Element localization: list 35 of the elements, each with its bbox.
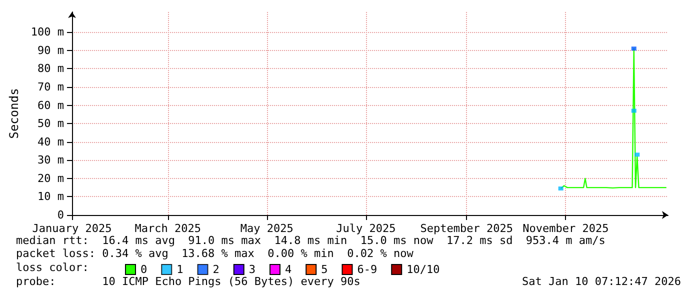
point	[631, 46, 636, 51]
legend-label: 5	[321, 263, 328, 276]
text: probe: 10 ICMP Echo Pings (56 Bytes) every 90s	[16, 275, 360, 288]
legend-label: 4	[284, 263, 292, 276]
legend-label: 10/10	[406, 263, 440, 276]
y-tick-label: 100 m	[30, 26, 64, 39]
y-axis-title: Seconds	[7, 88, 21, 139]
legend-label: 0	[140, 263, 148, 276]
y-tick-label: 20 m	[38, 172, 64, 185]
point	[558, 186, 564, 190]
x-tick-label: January 2025	[32, 222, 112, 235]
y-tick-label: 50 m	[38, 117, 64, 130]
legend-label: 3	[248, 263, 256, 276]
text: median rtt: 16.4 ms avg 91.0 ms max 14.8 ms min 15.0 ms now 17.2 ms sd 953.4 m am/s	[16, 234, 606, 247]
x-tick-label: November 2025	[522, 222, 609, 235]
legend-title: loss color:	[16, 261, 89, 274]
legend-label: 2	[212, 263, 220, 276]
y-tick-label: 10 m	[38, 190, 64, 204]
x-tick-label: March 2025	[134, 222, 201, 235]
point	[634, 152, 640, 157]
text: Sat Jan 10 07:12:47 2026	[522, 275, 682, 288]
y-tick-label: 60 m	[38, 98, 64, 112]
y-tick-label: 30 m	[38, 154, 64, 167]
point	[631, 108, 636, 113]
y-tick-label: 80 m	[38, 62, 64, 76]
x-tick-label: September 2025	[420, 222, 513, 235]
text: packet loss: 0.34 % avg 13.68 % max 0.00 % min 0.02 % now	[16, 247, 414, 260]
legend-label: 6-9	[357, 263, 378, 276]
y-tick-label: 40 m	[38, 135, 64, 148]
x-tick-label: May 2025	[240, 222, 294, 235]
legend-label: 1	[176, 263, 184, 276]
x-tick-label: July 2025	[336, 222, 396, 235]
y-tick-label: 70 m	[38, 80, 64, 94]
y-tick-label: 90 m	[38, 44, 64, 57]
y-tick-label: 0	[57, 208, 64, 222]
